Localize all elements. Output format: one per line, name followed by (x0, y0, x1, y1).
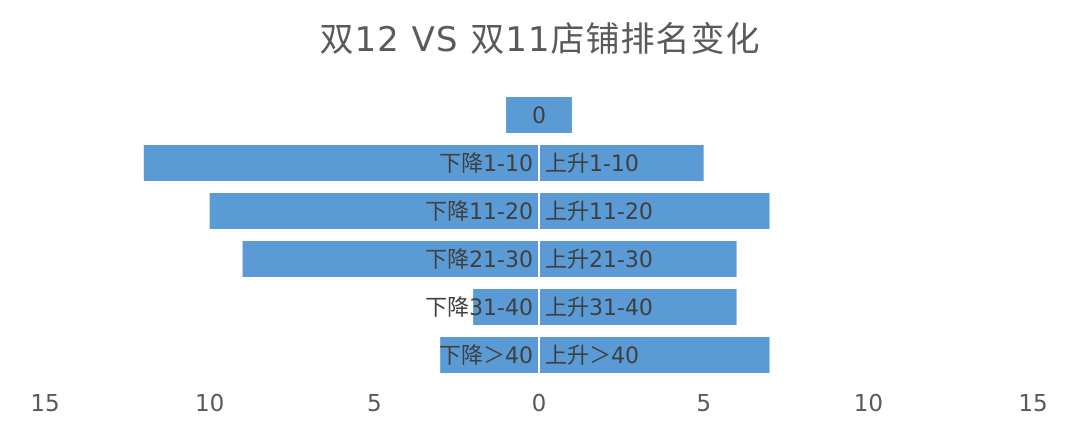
bar-right (539, 241, 737, 277)
bar-left (209, 193, 539, 229)
x-tick-label: 0 (532, 391, 547, 417)
bar-label-right: 上升21-30 (545, 248, 653, 273)
bar-label-right: 上升11-20 (545, 200, 653, 225)
bar-left (506, 97, 539, 133)
bar-right (539, 289, 737, 325)
bar-label-center: 0 (532, 104, 546, 129)
bar-left (143, 145, 540, 181)
x-tick-label: 15 (1018, 391, 1047, 417)
x-tick-label: 5 (367, 391, 382, 417)
bar-right (539, 337, 770, 373)
bar-label-right: 上升31-40 (545, 296, 653, 321)
x-tick-label: 5 (696, 391, 711, 417)
x-tick-label: 15 (30, 391, 59, 417)
bar-label-left: 下降＞40 (439, 344, 533, 369)
bar-left (242, 241, 539, 277)
bar-left (440, 337, 539, 373)
bar-label-left: 下降31-40 (425, 296, 533, 321)
x-tick-label: 10 (195, 391, 224, 417)
bar-label-right: 上升1-10 (545, 152, 639, 177)
x-tick-label: 10 (854, 391, 883, 417)
bar-right (539, 193, 770, 229)
bar-label-left: 下降1-10 (439, 152, 533, 177)
chart-title: 双12 VS 双11店铺排名变化 (319, 20, 761, 60)
bar-right (539, 145, 704, 181)
bar-left (473, 289, 539, 325)
bar-label-left: 下降11-20 (425, 200, 533, 225)
bar-label-left: 下降21-30 (425, 248, 533, 273)
bar-right (539, 97, 572, 133)
bar-label-right: 上升＞40 (545, 344, 639, 369)
